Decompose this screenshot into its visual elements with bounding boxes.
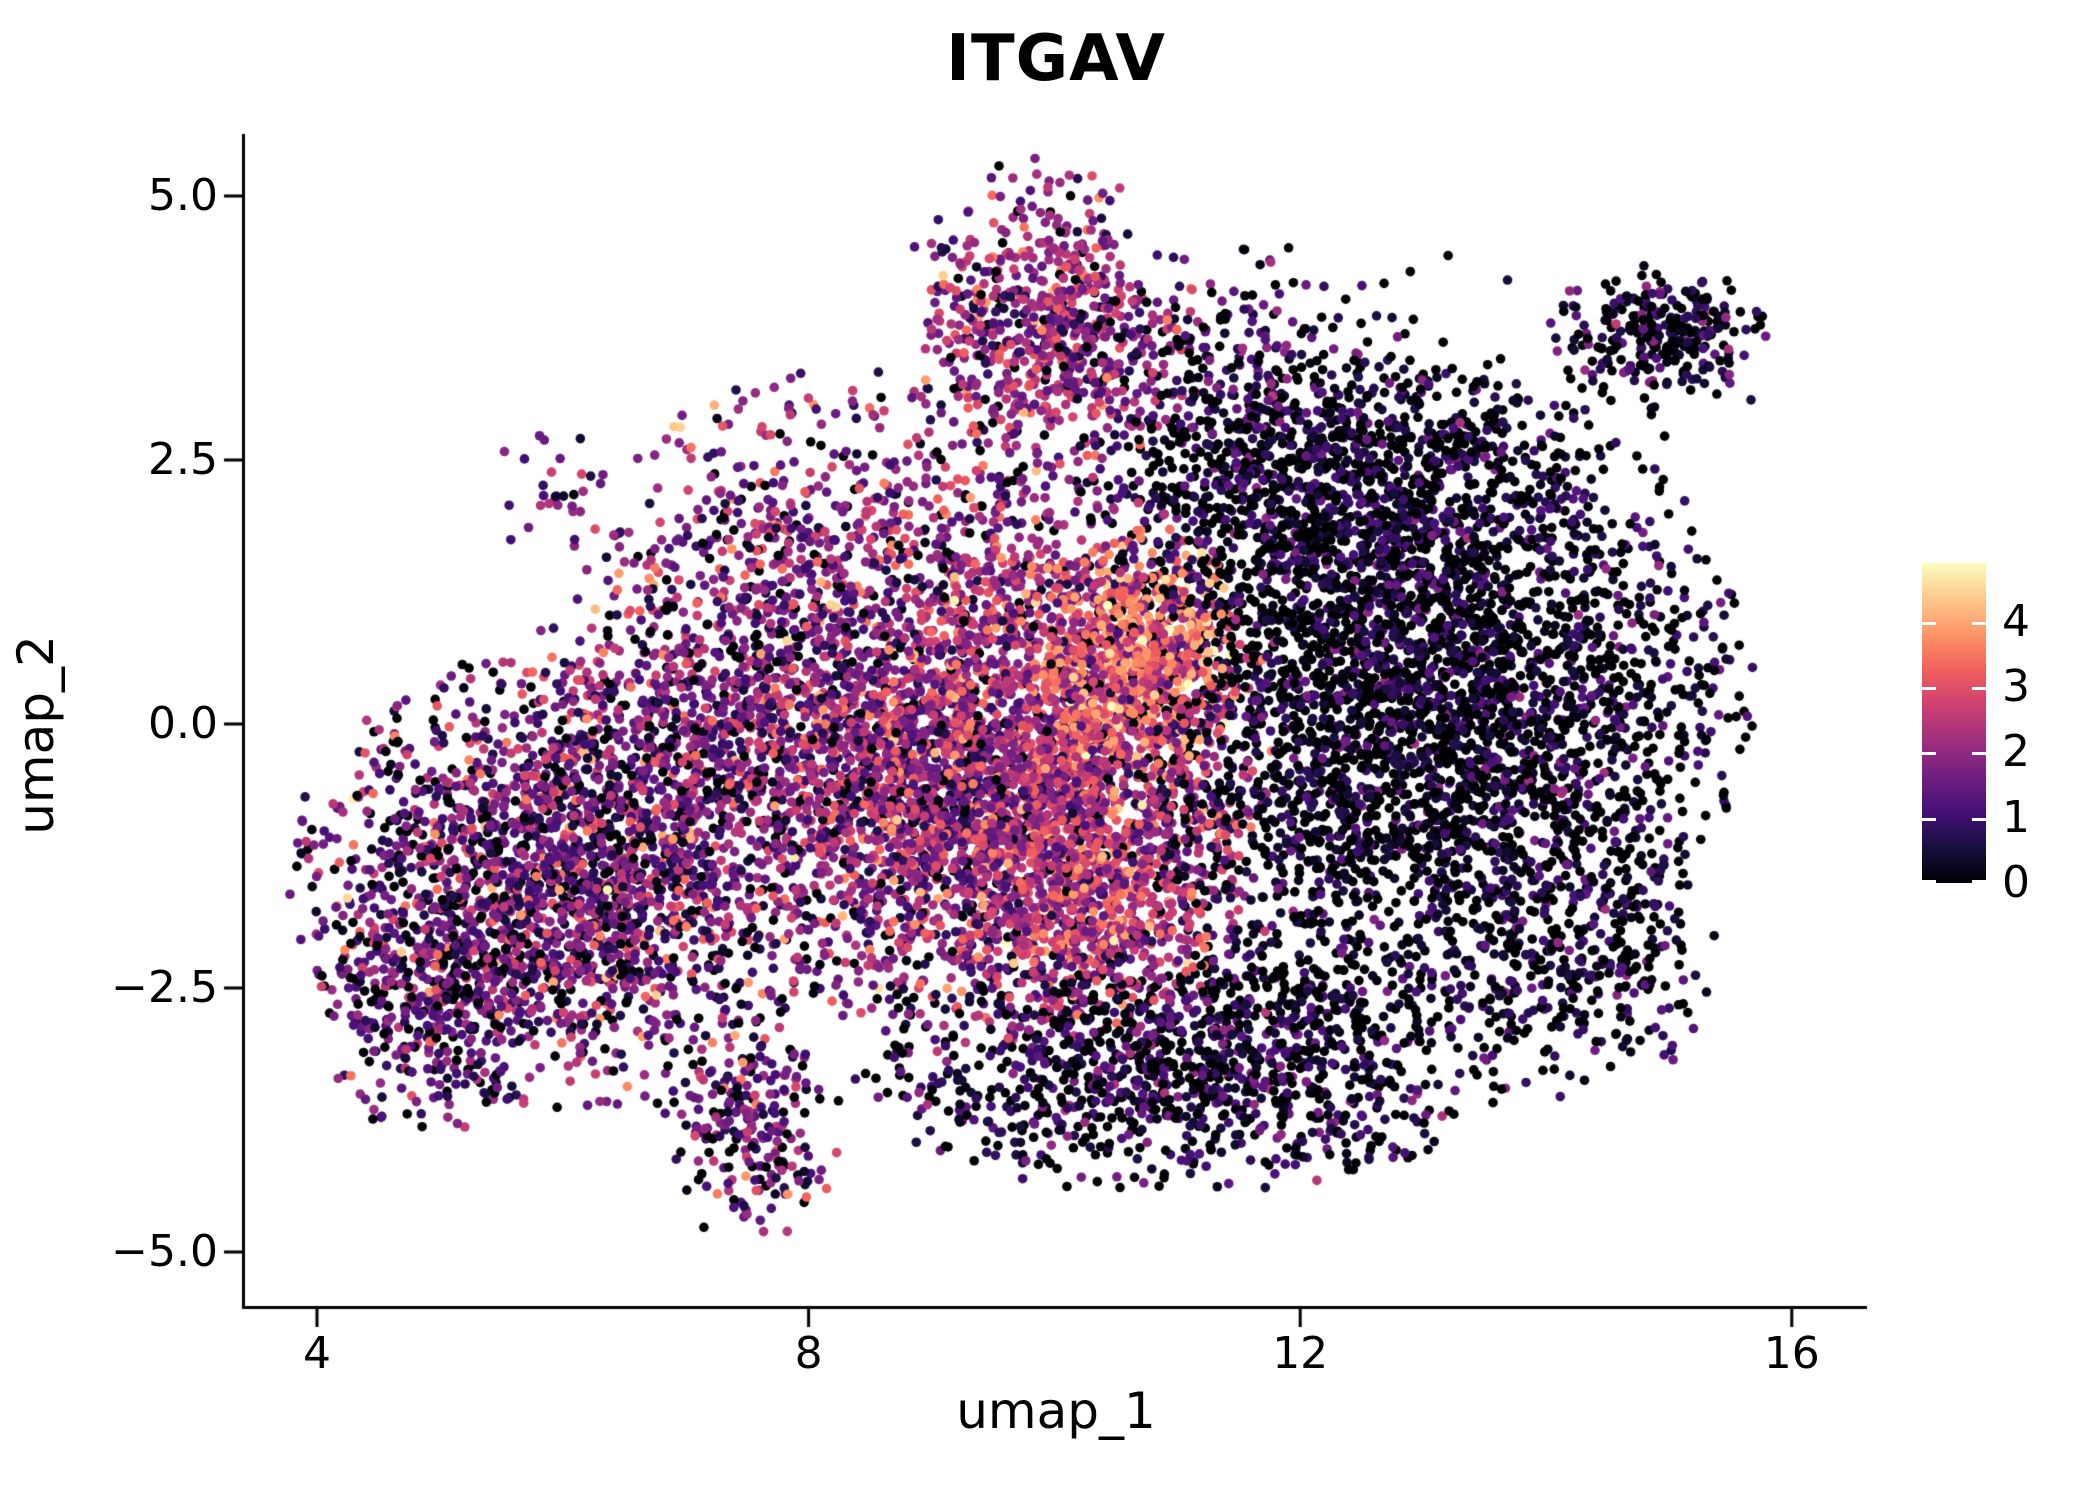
colorbar-tick-mark [1972,817,1986,821]
y-tick-label: 0.0 [148,698,218,749]
colorbar-gradient [1922,563,1986,883]
x-axis-label: umap_1 [956,1382,1156,1440]
colorbar-tick-label: 3 [2002,661,2030,713]
x-tick-label: 16 [1763,1328,1820,1379]
colorbar-tick-mark [1922,687,1936,691]
y-tick-label: −5.0 [111,1226,218,1277]
x-tick-label: 12 [1272,1328,1329,1379]
colorbar-tick-label: 4 [2002,595,2030,647]
colorbar-tick-label: 1 [2002,791,2030,843]
colorbar-tick-mark [1922,817,1936,821]
colorbar-tick-label: 2 [2002,726,2030,778]
plot-title: ITGAV [946,22,1166,96]
y-tick-label: 5.0 [148,170,218,221]
colorbar-tick-mark [1922,621,1936,625]
x-tick-label: 8 [794,1328,823,1379]
colorbar-tick-mark [1922,880,1936,883]
colorbar-tick-mark [1972,752,1986,756]
y-tick-label: 2.5 [148,434,218,485]
colorbar-tick-mark [1972,687,1986,691]
colorbar-tick-mark [1972,621,1986,625]
colorbar-tick-mark [1972,880,1986,883]
colorbar-tick-label: 0 [2002,857,2030,908]
y-tick-label: −2.5 [111,962,218,1013]
colorbar-tick-mark [1922,752,1936,756]
colorbar [1922,563,1986,883]
x-tick-label: 4 [303,1328,331,1379]
